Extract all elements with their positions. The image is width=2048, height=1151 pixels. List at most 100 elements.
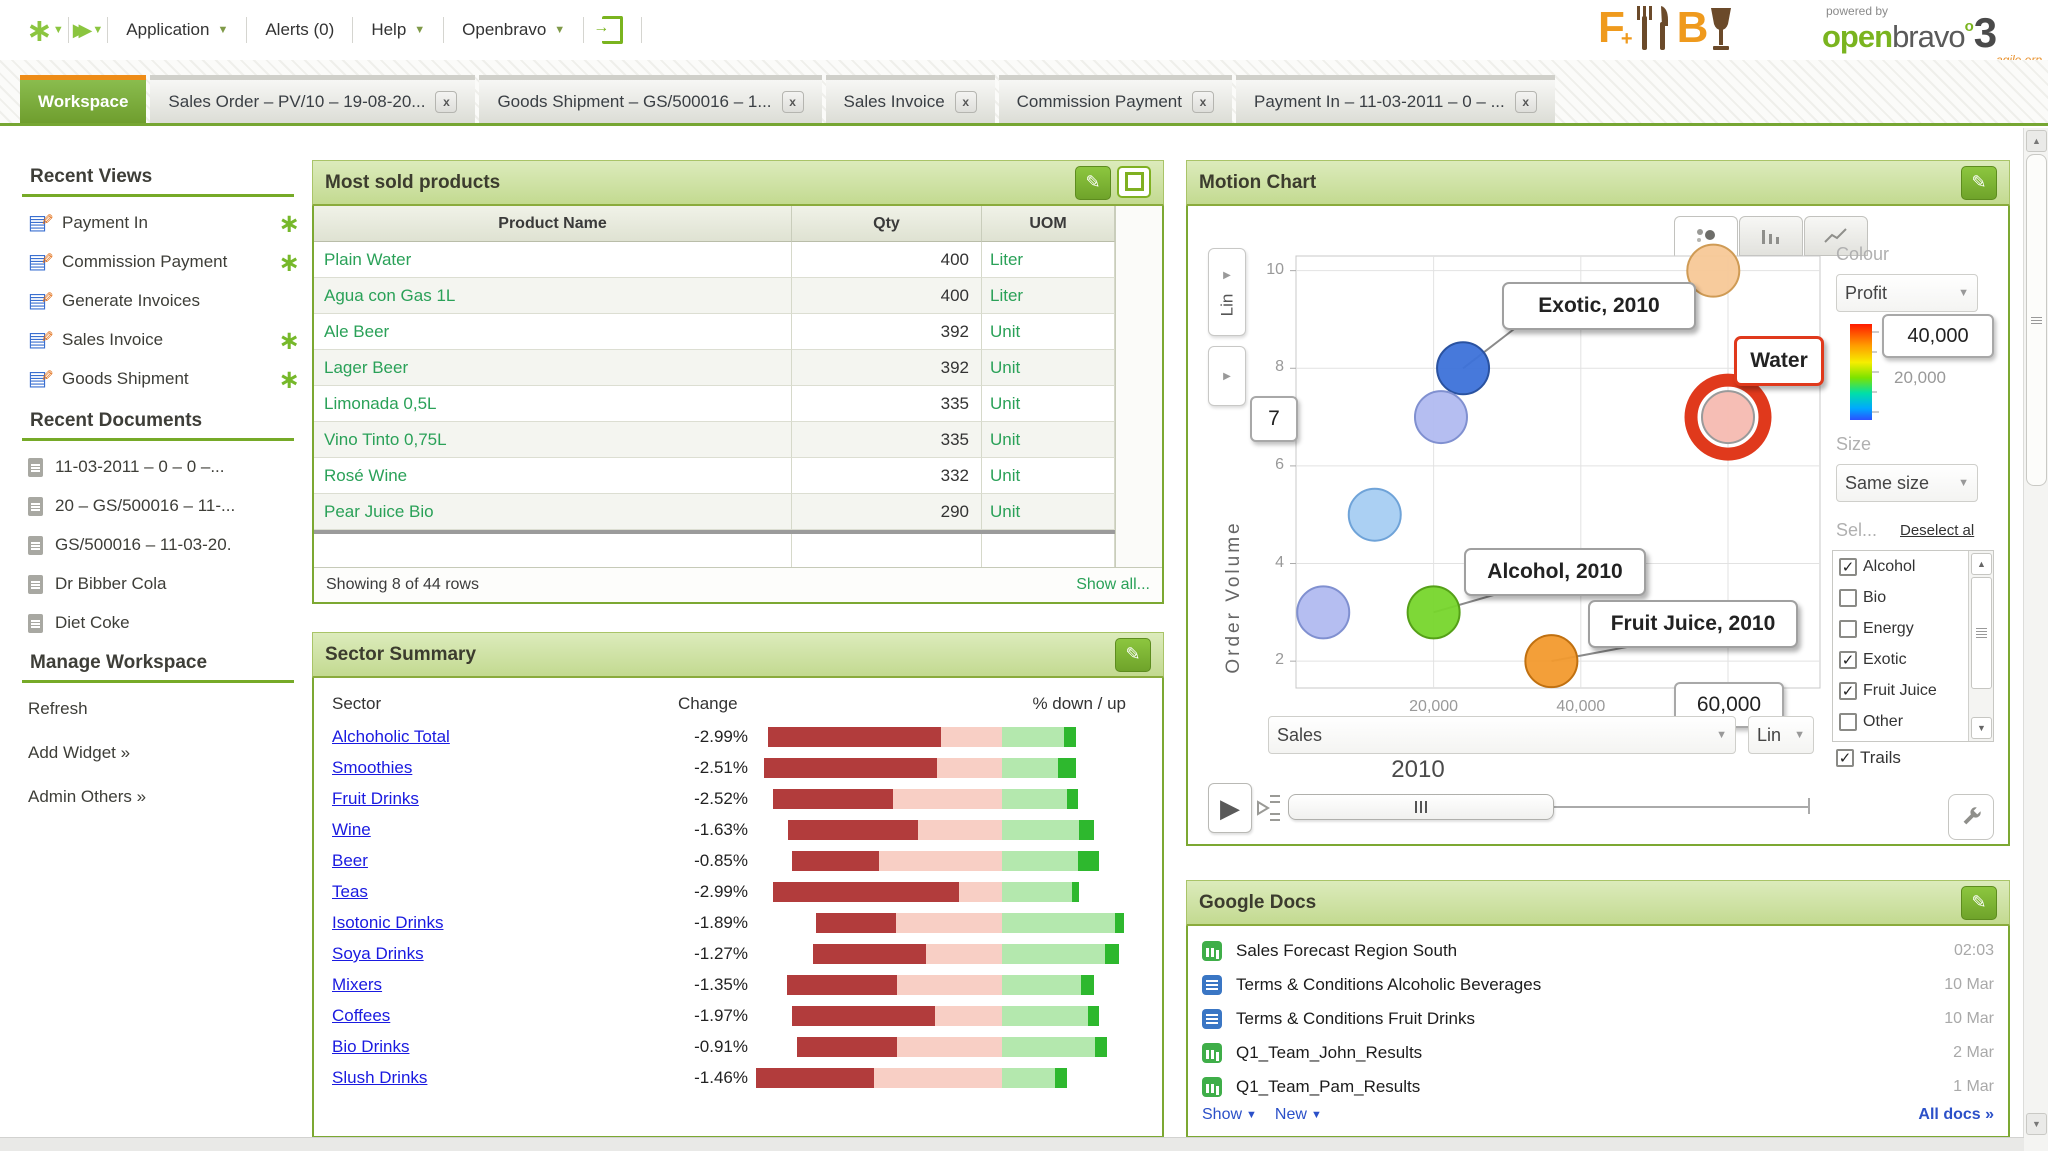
sidebar-document-item[interactable]: Diet Coke — [28, 606, 300, 640]
close-tab-icon[interactable]: x — [435, 90, 458, 113]
sector-link[interactable]: Slush Drinks — [332, 1068, 428, 1087]
sector-link[interactable]: Wine — [332, 820, 371, 839]
column-header-uom[interactable]: UOM — [982, 206, 1115, 242]
sidebar-item-sales-invoice[interactable]: ▤ ✎ Sales Invoice ∗ — [28, 323, 300, 357]
page-horizontal-scrollbar[interactable] — [0, 1137, 2024, 1151]
favourite-star-icon[interactable]: ∗ — [278, 208, 300, 238]
scroll-down-icon[interactable]: ▼ — [1971, 717, 1992, 739]
sector-link[interactable]: Mixers — [332, 975, 383, 994]
sector-link[interactable]: Coffees — [332, 1006, 391, 1025]
edit-widget-button[interactable]: ✎ — [1115, 637, 1151, 672]
manage-workspace-action-refresh[interactable]: Refresh — [28, 692, 300, 726]
close-tab-icon[interactable]: x — [954, 90, 977, 113]
sidebar-item-commission-payment[interactable]: ▤ ✎ Commission Payment ∗ — [28, 245, 300, 279]
y-scale-selector[interactable]: ▶ Lin — [1208, 248, 1246, 336]
gdoc-row[interactable]: Terms & Conditions Fruit Drinks 10 Mar — [1188, 1002, 2008, 1036]
timeline-slider-handle[interactable] — [1288, 794, 1554, 820]
category-option-energy[interactable]: Energy — [1833, 613, 1969, 644]
favourite-star-icon[interactable]: ∗ — [278, 364, 300, 394]
show-all-link[interactable]: Show all... — [1076, 576, 1150, 593]
category-option-exotic[interactable]: ✓ Exotic — [1833, 644, 1969, 675]
tab-commission-payment[interactable]: Commission Payment x — [998, 75, 1232, 123]
bubble-periwinkle-bubble-2[interactable] — [1296, 585, 1351, 640]
sidebar-item-goods-shipment[interactable]: ▤ ✎ Goods Shipment ∗ — [28, 362, 300, 396]
page-scroll-thumb[interactable] — [2026, 154, 2047, 486]
category-checkbox[interactable] — [1839, 619, 1857, 638]
sector-link[interactable]: Beer — [332, 851, 368, 870]
alerts-menu[interactable]: Alerts (0) — [265, 20, 334, 40]
sector-link[interactable]: Isotonic Drinks — [332, 913, 444, 932]
column-header-product-name[interactable]: Product Name — [314, 206, 792, 242]
category-option-alcohol[interactable]: ✓ Alcohol — [1833, 551, 1969, 582]
trails-option[interactable]: ✓ Trails — [1836, 748, 1901, 768]
openbravo-menu[interactable]: Openbravo ▼ — [462, 20, 565, 40]
bubble-fruit-juice[interactable] — [1524, 634, 1579, 689]
sidebar-item-generate-invoices[interactable]: ▤ ✎ Generate Invoices — [28, 284, 300, 318]
application-menu[interactable]: Application ▼ — [126, 20, 228, 40]
bubble-water[interactable] — [1701, 390, 1756, 445]
category-checkbox[interactable]: ✓ — [1839, 557, 1857, 576]
tab-sales-order-pv-10-19-08-20-[interactable]: Sales Order – PV/10 – 19-08-20... x — [150, 75, 476, 123]
sector-link[interactable]: Soya Drinks — [332, 944, 424, 963]
x-scale-dropdown[interactable]: Lin ▼ — [1748, 716, 1814, 754]
tab-goods-shipment-gs-500016-1-[interactable]: Goods Shipment – GS/500016 – 1... x — [479, 75, 822, 123]
colour-variable-dropdown[interactable]: Profit ▼ — [1836, 274, 1978, 312]
sector-link[interactable]: Smoothies — [332, 758, 413, 777]
gdoc-row[interactable]: Sales Forecast Region South 02:03 — [1188, 934, 2008, 968]
fast-forward-icon[interactable]: ▶▶ — [72, 19, 93, 40]
scroll-down-icon[interactable]: ▼ — [2026, 1113, 2047, 1135]
manage-workspace-action-add-widget-[interactable]: Add Widget » — [28, 736, 300, 770]
asterisk-menu-chevron-down-icon[interactable]: ▼ — [52, 24, 64, 36]
sidebar-document-item[interactable]: 20 – GS/500016 – 11-... — [28, 489, 300, 523]
x-variable-dropdown[interactable]: Sales ▼ — [1268, 716, 1736, 754]
show-menu-link[interactable]: Show ▼ — [1202, 1106, 1257, 1124]
category-checkbox[interactable]: ✓ — [1839, 650, 1857, 669]
step-mode-icon[interactable] — [1254, 792, 1280, 826]
close-tab-icon[interactable]: x — [1514, 90, 1537, 113]
tab-payment-in-11-03-2011-0-[interactable]: Payment In – 11-03-2011 – 0 – ... x — [1235, 75, 1555, 123]
table-row[interactable]: Rosé Wine 332 Unit — [314, 458, 1162, 494]
help-menu[interactable]: Help ▼ — [371, 20, 425, 40]
sector-link[interactable]: Bio Drinks — [332, 1037, 410, 1056]
category-option-other[interactable]: Other — [1833, 706, 1969, 737]
edit-widget-button[interactable]: ✎ — [1961, 165, 1997, 200]
sidebar-item-payment-in[interactable]: ▤ ✎ Payment In ∗ — [28, 206, 300, 240]
table-row[interactable]: Pear Juice Bio 290 Unit — [314, 494, 1162, 530]
table-row[interactable]: Vino Tinto 0,75L 335 Unit — [314, 422, 1162, 458]
edit-widget-button[interactable]: ✎ — [1961, 885, 1997, 920]
category-checkbox[interactable] — [1839, 588, 1857, 607]
manage-workspace-action-admin-others-[interactable]: Admin Others » — [28, 780, 300, 814]
play-button[interactable]: ▶ — [1208, 783, 1252, 833]
openbravo-asterisk-icon[interactable]: ∗ — [26, 12, 53, 48]
settings-button[interactable] — [1948, 794, 1994, 840]
timeline-track[interactable] — [1554, 806, 1810, 808]
edit-widget-button[interactable]: ✎ — [1075, 165, 1111, 200]
tab-line-chart[interactable] — [1804, 216, 1868, 256]
table-row[interactable]: Plain Water 400 Liter — [314, 242, 1162, 278]
table-scrollbar[interactable] — [1115, 206, 1162, 568]
bubble-lightblue-bubble[interactable] — [1347, 487, 1402, 542]
category-option-fruit-juice[interactable]: ✓ Fruit Juice — [1833, 675, 1969, 706]
logout-button[interactable]: → — [593, 16, 624, 44]
favourite-star-icon[interactable]: ∗ — [278, 325, 300, 355]
scroll-up-icon[interactable]: ▲ — [2026, 130, 2047, 152]
tab-workspace[interactable]: Workspace — [20, 75, 147, 123]
category-checkbox[interactable]: ✓ — [1839, 681, 1857, 700]
deselect-all-link[interactable]: Deselect al — [1900, 522, 1975, 539]
trails-checkbox[interactable]: ✓ — [1836, 749, 1854, 767]
table-row[interactable]: Lager Beer 392 Unit — [314, 350, 1162, 386]
tab-sales-invoice[interactable]: Sales Invoice x — [825, 75, 995, 123]
close-tab-icon[interactable]: x — [781, 90, 804, 113]
bubble-periwinkle-bubble-1[interactable] — [1413, 390, 1468, 445]
sidebar-document-item[interactable]: GS/500016 – 11-03-20. — [28, 528, 300, 562]
sector-link[interactable]: Alchoholic Total — [332, 727, 450, 746]
y-axis-expander[interactable]: ▶ — [1208, 346, 1246, 406]
table-row[interactable]: Ale Beer 392 Unit — [314, 314, 1162, 350]
sidebar-document-item[interactable]: Dr Bibber Cola — [28, 567, 300, 601]
scroll-up-icon[interactable]: ▲ — [1971, 553, 1992, 575]
listbox-scroll-thumb[interactable] — [1971, 577, 1992, 689]
table-row[interactable]: Agua con Gas 1L 400 Liter — [314, 278, 1162, 314]
column-header-qty[interactable]: Qty — [792, 206, 982, 242]
sidebar-document-item[interactable]: 11-03-2011 – 0 – 0 –... — [28, 450, 300, 484]
category-option-bio[interactable]: Bio — [1833, 582, 1969, 613]
